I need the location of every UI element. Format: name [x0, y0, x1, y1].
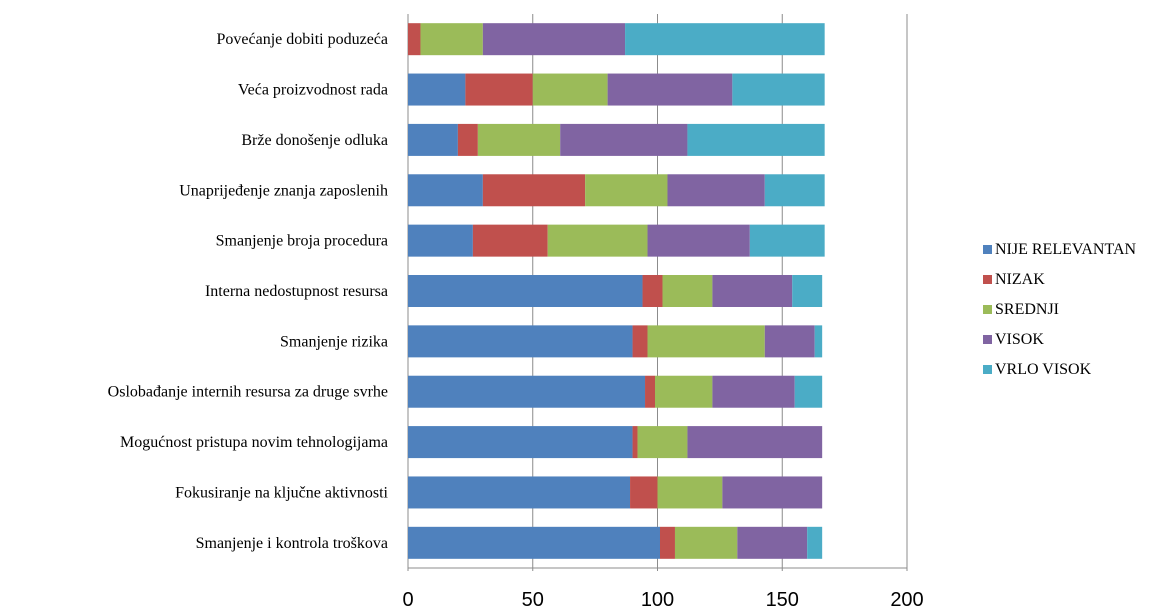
- x-tick-label: 0: [402, 589, 413, 611]
- bar-segment: [712, 375, 795, 408]
- bar-segment: [687, 123, 825, 156]
- bar-segment: [472, 224, 548, 257]
- bar-segment: [630, 476, 658, 509]
- legend-label: NIZAK: [995, 271, 1045, 288]
- bar-segment: [642, 275, 663, 307]
- bar-segment: [647, 224, 750, 257]
- category-label: Interna nedostupnost resursa: [205, 283, 388, 300]
- legend-swatch: [983, 245, 992, 254]
- bar-segment: [749, 224, 825, 257]
- category-labels: Povećanje dobiti poduzeća Veća proizvodno…: [108, 31, 389, 552]
- bar-segment: [408, 23, 421, 56]
- legend-swatch: [983, 305, 992, 314]
- x-tick-label: 100: [641, 589, 674, 611]
- bar-segment: [662, 275, 713, 307]
- bar-segment: [457, 123, 478, 156]
- bar-segment: [408, 275, 643, 307]
- bar-segment: [814, 325, 823, 358]
- legend-swatch: [983, 365, 992, 374]
- bar-segment: [712, 275, 793, 307]
- bar-segment: [532, 73, 608, 106]
- category-label: Brže donošenje odluka: [241, 132, 388, 149]
- x-axis-tick-labels: 0 50 100 150 200: [402, 589, 923, 611]
- bar-segment: [645, 375, 656, 408]
- category-label: Veća proizvodnost rada: [238, 82, 388, 99]
- bar-segment: [408, 426, 633, 459]
- legend-label: VRLO VISOK: [995, 361, 1092, 378]
- x-tick-label: 200: [890, 589, 923, 611]
- bar-segment: [647, 325, 765, 358]
- legend-label: NIJE RELEVANTAN: [995, 241, 1137, 258]
- x-tick-label: 50: [522, 589, 544, 611]
- bar-segment: [764, 174, 825, 207]
- category-label: Fokusiranje na ključne aktivnosti: [175, 484, 388, 501]
- category-label: Smanjenje rizika: [280, 333, 388, 350]
- legend-label: SREDNJI: [995, 301, 1059, 318]
- bar-segment: [655, 375, 713, 408]
- category-label: Povećanje dobiti poduzeća: [217, 31, 389, 48]
- legend-swatch: [983, 335, 992, 344]
- bar-segment: [408, 123, 458, 156]
- legend-label: VISOK: [995, 331, 1044, 348]
- bar-segment: [408, 476, 631, 509]
- category-label: Smanjenje broja procedura: [216, 233, 388, 250]
- legend: NIJE RELEVANTAN NIZAK SREDNJI VISOK VRLO VIS…: [983, 241, 1137, 378]
- bar-segment: [585, 174, 668, 207]
- bar-segment: [408, 526, 660, 559]
- bar-segment: [637, 426, 688, 459]
- bar-segment: [625, 23, 825, 56]
- bar-segment: [465, 73, 533, 106]
- bar-segment: [732, 73, 825, 106]
- bar-segment: [632, 426, 638, 459]
- bar-segment: [764, 325, 815, 358]
- category-label: Smanjenje i kontrola troškova: [196, 535, 388, 552]
- bar-segment: [607, 73, 733, 106]
- bar-segment: [737, 526, 808, 559]
- category-label: Unaprijeđenje znanja zaposlenih: [179, 182, 388, 199]
- bar-segment: [408, 174, 483, 207]
- bar-segment: [792, 275, 823, 307]
- bar-segment: [408, 224, 473, 257]
- bars: [408, 23, 825, 559]
- bar-segment: [408, 375, 646, 408]
- category-label: Oslobađanje internih resursa za druge sv…: [108, 384, 388, 401]
- bar-segment: [408, 73, 466, 106]
- bar-segment: [807, 526, 823, 559]
- bar-segment: [667, 174, 765, 207]
- bar-segment: [722, 476, 823, 509]
- x-tick-label: 150: [766, 589, 799, 611]
- bar-segment: [547, 224, 648, 257]
- legend-swatch: [983, 275, 992, 284]
- bar-segment: [659, 526, 675, 559]
- bar-segment: [687, 426, 823, 459]
- bar-segment: [482, 23, 626, 56]
- bar-segment: [632, 325, 648, 358]
- bar-segment: [794, 375, 823, 408]
- bar-segment: [482, 174, 586, 207]
- bar-segment: [477, 123, 561, 156]
- bar-segment: [674, 526, 738, 559]
- bar-segment: [560, 123, 688, 156]
- category-label: Mogućnost pristupa novim tehnologijama: [120, 434, 388, 451]
- bar-segment: [408, 325, 633, 358]
- bar-segment: [657, 476, 723, 509]
- bar-segment: [420, 23, 483, 56]
